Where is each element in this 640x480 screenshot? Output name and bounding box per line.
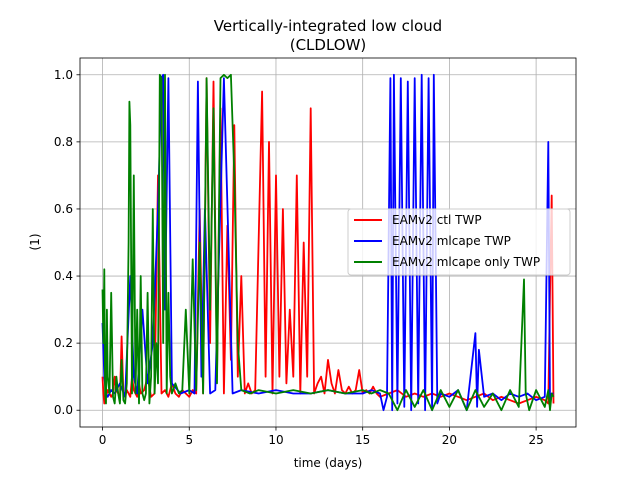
x-axis-label: time (days): [294, 456, 363, 470]
series-line-0: [101, 77, 555, 405]
chart-title: Vertically-integrated low cloud: [214, 17, 442, 35]
series-lines: [101, 73, 555, 412]
y-tick-label: 0.8: [54, 135, 73, 149]
y-tick-label: 1.0: [54, 68, 73, 82]
legend-label-0: EAMv2 ctl TWP: [392, 213, 482, 227]
x-tick-label: 15: [355, 433, 370, 447]
y-tick-label: 0.4: [54, 269, 73, 283]
x-tick-label: 20: [442, 433, 457, 447]
x-axis: 0 5 10 15 20 25: [99, 427, 544, 447]
chart-subtitle: (CLDLOW): [290, 36, 367, 54]
legend-label-1: EAMv2 mlcape TWP: [392, 234, 511, 248]
x-tick-label: 25: [528, 433, 543, 447]
x-tick-label: 10: [268, 433, 283, 447]
y-tick-label: 0.0: [54, 403, 73, 417]
legend-box: [347, 208, 571, 276]
x-tick-label: 5: [185, 433, 193, 447]
y-axis-label: (1): [28, 234, 42, 251]
legend: EAMv2 ctl TWP EAMv2 mlcape TWP EAMv2 mlcap…: [347, 208, 571, 276]
legend-label-2: EAMv2 mlcape only TWP: [392, 255, 540, 269]
plot-frame: [79, 57, 577, 428]
y-tick-label: 0.6: [54, 202, 73, 216]
y-axis: 0.0 0.2 0.4 0.6 0.8 1.0: [54, 68, 80, 417]
y-tick-label: 0.2: [54, 336, 73, 350]
x-tick-label: 0: [99, 433, 107, 447]
series-line-2: [101, 73, 555, 412]
